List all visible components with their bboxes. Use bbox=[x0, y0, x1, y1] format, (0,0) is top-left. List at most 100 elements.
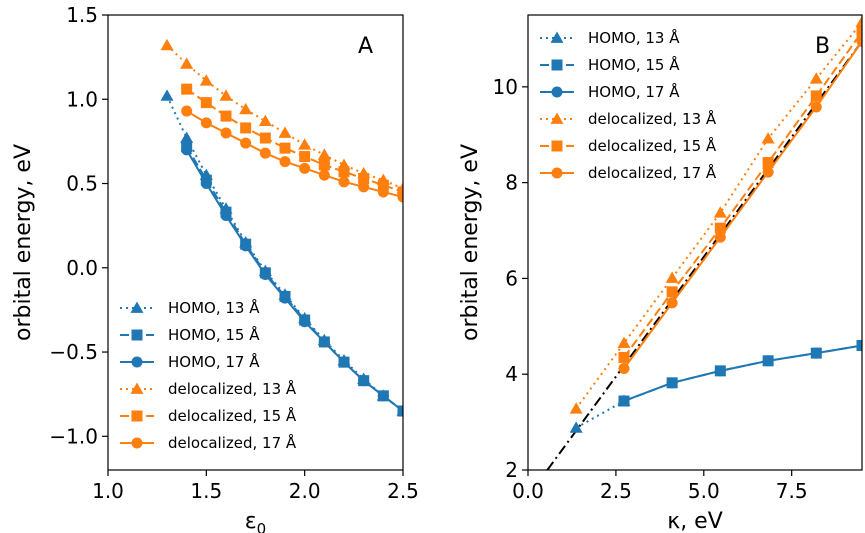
data-point bbox=[160, 89, 174, 101]
data-point bbox=[618, 351, 630, 363]
y-tick-label: 0.5 bbox=[66, 172, 98, 196]
data-point bbox=[298, 138, 312, 150]
legend-label: delocalized, 13 Å bbox=[588, 109, 717, 128]
legend-item: HOMO, 13 Å bbox=[540, 28, 680, 47]
legend: HOMO, 13 Å HOMO, 15 Å HOMO, 17 Å delocalize… bbox=[120, 298, 297, 452]
data-point bbox=[397, 186, 403, 198]
data-point bbox=[338, 176, 350, 188]
data-point bbox=[856, 26, 862, 38]
legend-label: HOMO, 17 Å bbox=[588, 82, 680, 101]
series-line bbox=[623, 344, 862, 402]
data-point bbox=[317, 148, 331, 160]
data-point bbox=[762, 166, 774, 178]
data-point bbox=[618, 362, 630, 374]
data-point bbox=[358, 181, 370, 193]
y-tick-label: 1.0 bbox=[66, 87, 98, 111]
legend-item: delocalized, 17 Å bbox=[120, 433, 297, 452]
data-point bbox=[259, 147, 271, 159]
data-point bbox=[180, 57, 194, 69]
data-point bbox=[258, 114, 272, 127]
legend-marker bbox=[131, 356, 143, 368]
series-line bbox=[575, 400, 625, 429]
x-tick-label: 5.0 bbox=[688, 479, 720, 503]
data-point bbox=[318, 159, 330, 171]
series-5 bbox=[181, 83, 403, 198]
legend-label: delocalized, 13 Å bbox=[168, 379, 297, 398]
legend-marker bbox=[550, 31, 564, 43]
legend-marker bbox=[551, 140, 563, 152]
data-point bbox=[259, 132, 271, 144]
data-point bbox=[200, 117, 212, 129]
data-point bbox=[569, 402, 583, 414]
y-tick-label: −1.0 bbox=[49, 424, 98, 448]
y-axis-label: orbital energy, eV bbox=[11, 144, 36, 341]
data-point bbox=[666, 286, 678, 298]
legend-item: HOMO, 15 Å bbox=[540, 55, 680, 74]
legend-item: HOMO, 17 Å bbox=[120, 352, 260, 371]
data-point bbox=[278, 126, 292, 138]
legend-marker bbox=[551, 167, 563, 179]
data-point bbox=[714, 222, 726, 234]
data-point bbox=[240, 122, 252, 134]
panel-b: 0.0 2.5 5.0 7.5 2 4 6 8 10 κ, eV orbital energy, e… bbox=[458, 14, 863, 533]
data-point bbox=[200, 178, 212, 190]
series-5 bbox=[618, 26, 862, 363]
data-point bbox=[377, 179, 389, 191]
x-tick-label: 0.0 bbox=[512, 479, 544, 503]
legend-marker bbox=[551, 86, 563, 98]
data-point bbox=[856, 339, 862, 351]
data-point bbox=[377, 186, 389, 198]
axes-frame bbox=[107, 14, 404, 471]
data-point bbox=[318, 336, 330, 348]
legend-label: delocalized, 17 Å bbox=[588, 163, 717, 182]
legend-marker bbox=[130, 382, 144, 394]
legend-label: delocalized, 17 Å bbox=[168, 433, 297, 452]
data-point bbox=[358, 375, 370, 387]
x-axis-label-subscript: 0 bbox=[257, 520, 267, 533]
legend-marker bbox=[550, 112, 564, 124]
x-tick-label: 2.5 bbox=[600, 479, 632, 503]
axes-frame bbox=[527, 14, 863, 471]
x-tick-label: 2.0 bbox=[289, 479, 321, 503]
x-axis-label: κ, eV bbox=[667, 509, 723, 533]
data-point bbox=[160, 38, 174, 51]
legend-item: delocalized, 15 Å bbox=[120, 406, 297, 425]
data-point bbox=[377, 390, 389, 402]
series-6 bbox=[181, 105, 403, 203]
legend-marker bbox=[131, 329, 143, 341]
x-axis-label-symbol: ε bbox=[245, 509, 257, 533]
series-line bbox=[186, 110, 403, 198]
data-point bbox=[299, 316, 311, 328]
legend-label: HOMO, 17 Å bbox=[168, 352, 260, 371]
legend-item: HOMO, 15 Å bbox=[120, 325, 260, 344]
series-line bbox=[623, 31, 862, 359]
data-point bbox=[617, 336, 631, 348]
y-tick-label: −0.5 bbox=[49, 340, 98, 364]
y-tick-label: 4 bbox=[505, 362, 518, 386]
data-point bbox=[220, 127, 232, 139]
data-point bbox=[855, 15, 862, 28]
series-6 bbox=[618, 35, 862, 374]
y-tick-label: 10 bbox=[493, 75, 518, 99]
data-point bbox=[338, 356, 350, 368]
data-point bbox=[397, 405, 403, 417]
data-point bbox=[569, 421, 583, 433]
y-tick-label: 8 bbox=[505, 171, 518, 195]
legend-item: delocalized, 17 Å bbox=[540, 163, 717, 182]
data-point bbox=[220, 110, 232, 122]
legend-item: HOMO, 17 Å bbox=[540, 82, 680, 101]
data-point bbox=[856, 35, 862, 47]
data-point bbox=[714, 365, 726, 377]
legend-marker bbox=[551, 59, 563, 71]
panel-label: B bbox=[815, 34, 830, 59]
data-point bbox=[279, 156, 291, 168]
data-point bbox=[714, 231, 726, 243]
data-point bbox=[666, 297, 678, 309]
data-point bbox=[199, 74, 213, 86]
x-tick-label: 7.5 bbox=[776, 479, 808, 503]
data-point bbox=[810, 101, 822, 113]
series-line bbox=[623, 40, 862, 370]
series-line bbox=[623, 344, 862, 402]
data-point bbox=[200, 97, 212, 109]
legend-label: HOMO, 13 Å bbox=[168, 298, 260, 317]
